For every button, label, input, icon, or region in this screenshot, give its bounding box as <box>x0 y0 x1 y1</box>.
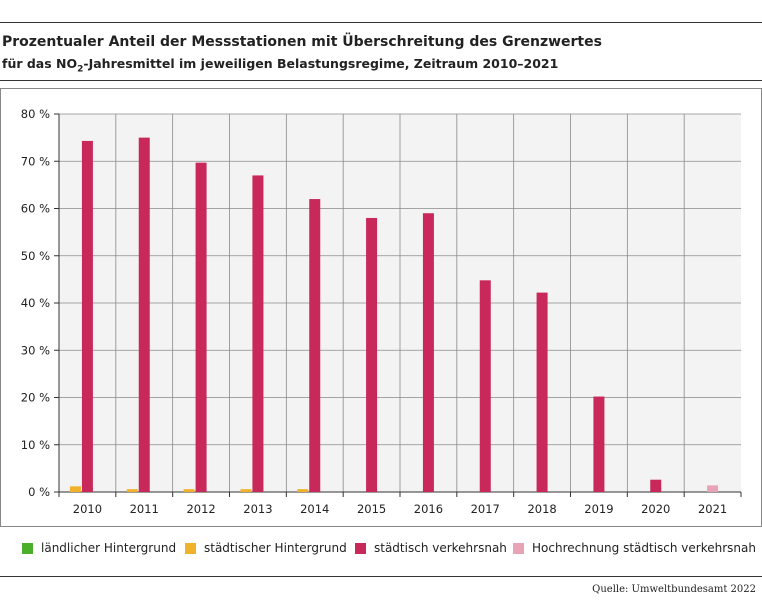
bar <box>707 485 719 492</box>
legend: ländlicher Hintergrund städtischer Hinte… <box>0 541 762 561</box>
legend-label: ländlicher Hintergrund <box>41 541 177 555</box>
source-note: Quelle: Umweltbundesamt 2022 <box>592 584 756 595</box>
legend-item-urban-traffic: städtisch verkehrsnah <box>355 541 507 555</box>
bar <box>195 162 207 493</box>
bar <box>81 140 93 492</box>
legend-swatch <box>355 542 366 554</box>
legend-label: städtischer Hintergrund <box>204 541 347 555</box>
y-tick-label: 70 % <box>21 154 50 168</box>
footer-rule <box>0 576 762 577</box>
bar <box>183 489 195 492</box>
subtitle-part-2: -Jahresmittel im jeweiligen Belastungsre… <box>83 56 559 71</box>
y-tick-label: 30 % <box>21 343 50 357</box>
bar <box>593 396 605 492</box>
y-tick-label: 0 % <box>28 485 50 499</box>
legend-swatch <box>22 542 33 554</box>
x-tick-label: 2018 <box>527 502 556 516</box>
bar <box>422 213 434 492</box>
x-tick-label: 2014 <box>300 502 329 516</box>
legend-label: Hochrechnung städtisch verkehrsnah <box>532 541 756 555</box>
y-tick-label: 50 % <box>21 249 50 263</box>
y-tick-label: 80 % <box>21 107 50 121</box>
legend-item-urban-background: städtischer Hintergrund <box>185 541 347 555</box>
x-tick-label: 2013 <box>243 502 272 516</box>
legend-item-projection-urban-traffic: Hochrechnung städtisch verkehrsnah <box>513 541 756 555</box>
legend-label: städtisch verkehrsnah <box>374 541 507 555</box>
bar <box>252 175 264 493</box>
x-tick-label: 2016 <box>414 502 443 516</box>
bar <box>650 479 662 492</box>
x-tick-label: 2012 <box>186 502 215 516</box>
bar <box>240 489 252 492</box>
chart-subtitle: für das NO2-Jahresmittel im jeweiligen B… <box>2 56 558 75</box>
bar <box>297 489 309 492</box>
x-tick-label: 2011 <box>130 502 159 516</box>
bar <box>138 137 150 492</box>
y-tick-label: 10 % <box>21 438 50 452</box>
x-tick-label: 2021 <box>698 502 727 516</box>
bar <box>126 489 138 492</box>
x-tick-label: 2015 <box>357 502 386 516</box>
x-tick-label: 2019 <box>584 502 613 516</box>
legend-item-rural-background: ländlicher Hintergrund <box>22 541 176 555</box>
x-tick-label: 2010 <box>73 502 102 516</box>
bar <box>479 280 491 492</box>
x-tick-label: 2017 <box>471 502 500 516</box>
legend-swatch <box>185 542 196 554</box>
header-rule <box>0 80 762 81</box>
bar <box>366 217 378 492</box>
bar <box>309 199 321 493</box>
y-tick-label: 20 % <box>21 391 50 405</box>
y-tick-label: 60 % <box>21 202 50 216</box>
subtitle-subscript: 2 <box>77 64 84 75</box>
x-tick-label: 2020 <box>641 502 670 516</box>
subtitle-part-1: für das NO <box>2 56 78 71</box>
y-tick-label: 40 % <box>21 296 50 310</box>
top-rule <box>0 22 762 23</box>
chart-title: Prozentualer Anteil der Messstationen mi… <box>2 34 602 50</box>
legend-swatch <box>513 542 524 554</box>
bar <box>69 486 81 492</box>
bar <box>536 292 548 492</box>
